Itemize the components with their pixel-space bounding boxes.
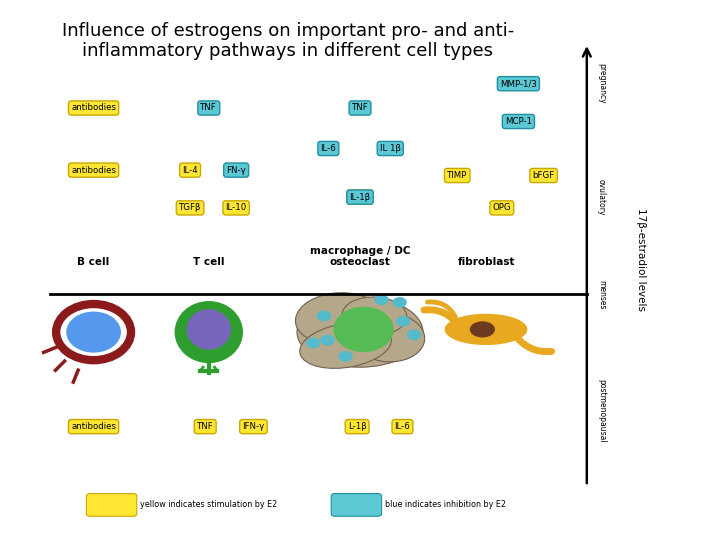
Circle shape xyxy=(66,312,121,353)
Circle shape xyxy=(317,310,331,321)
Text: TIMP: TIMP xyxy=(447,171,467,180)
Text: FN-γ: FN-γ xyxy=(226,166,246,174)
Ellipse shape xyxy=(470,321,495,338)
Text: antibodies: antibodies xyxy=(71,166,116,174)
Text: TNF: TNF xyxy=(351,104,369,112)
Ellipse shape xyxy=(353,313,425,362)
FancyBboxPatch shape xyxy=(331,494,382,516)
Circle shape xyxy=(338,351,353,362)
Ellipse shape xyxy=(297,297,423,367)
Text: yellow indicates stimulation by E2: yellow indicates stimulation by E2 xyxy=(140,501,278,509)
Circle shape xyxy=(306,338,320,348)
Ellipse shape xyxy=(342,297,407,335)
Text: ovulatory: ovulatory xyxy=(597,179,606,215)
Circle shape xyxy=(392,297,407,308)
Ellipse shape xyxy=(174,301,243,363)
Ellipse shape xyxy=(186,309,231,350)
Text: postmenopausal: postmenopausal xyxy=(597,379,606,442)
Text: macrophage / DC
osteoclast: macrophage / DC osteoclast xyxy=(310,246,410,267)
Circle shape xyxy=(396,316,410,327)
Text: blue indicates inhibition by E2: blue indicates inhibition by E2 xyxy=(385,501,506,509)
Text: IL-4: IL-4 xyxy=(182,166,198,174)
Text: MMP-1/3: MMP-1/3 xyxy=(500,79,537,88)
Text: IL-6: IL-6 xyxy=(395,422,410,431)
Text: antibodies: antibodies xyxy=(71,104,116,112)
Text: TGFβ: TGFβ xyxy=(179,204,202,212)
Text: IL 1β: IL 1β xyxy=(380,144,400,153)
Circle shape xyxy=(407,329,421,340)
Text: IL-6: IL-6 xyxy=(320,144,336,153)
Text: TNF: TNF xyxy=(197,422,214,431)
Text: T cell: T cell xyxy=(193,257,225,267)
Text: B cell: B cell xyxy=(78,257,109,267)
Ellipse shape xyxy=(295,293,382,345)
Text: antibodies: antibodies xyxy=(71,422,116,431)
Circle shape xyxy=(333,307,394,352)
Ellipse shape xyxy=(445,314,528,345)
Text: 17β-estradiol levels: 17β-estradiol levels xyxy=(636,208,646,310)
Circle shape xyxy=(374,294,389,305)
Text: bFGF: bFGF xyxy=(533,171,554,180)
Circle shape xyxy=(320,335,335,346)
FancyBboxPatch shape xyxy=(86,494,137,516)
Text: L-1β: L-1β xyxy=(348,422,366,431)
Text: IL-10: IL-10 xyxy=(225,204,247,212)
Text: Influence of estrogens on important pro- and anti-
inflammatory pathways in diff: Influence of estrogens on important pro-… xyxy=(62,22,514,60)
Text: OPG: OPG xyxy=(492,204,511,212)
Text: IL-1β: IL-1β xyxy=(349,193,371,201)
Text: IL-1β: IL-1β xyxy=(349,193,371,201)
Text: fibroblast: fibroblast xyxy=(457,257,515,267)
Text: TNF: TNF xyxy=(200,104,217,112)
Text: menses: menses xyxy=(597,280,606,309)
Ellipse shape xyxy=(300,323,392,368)
Text: pregnancy: pregnancy xyxy=(597,63,606,104)
Text: MCP-1: MCP-1 xyxy=(505,117,532,126)
Text: IFN-γ: IFN-γ xyxy=(243,422,264,431)
